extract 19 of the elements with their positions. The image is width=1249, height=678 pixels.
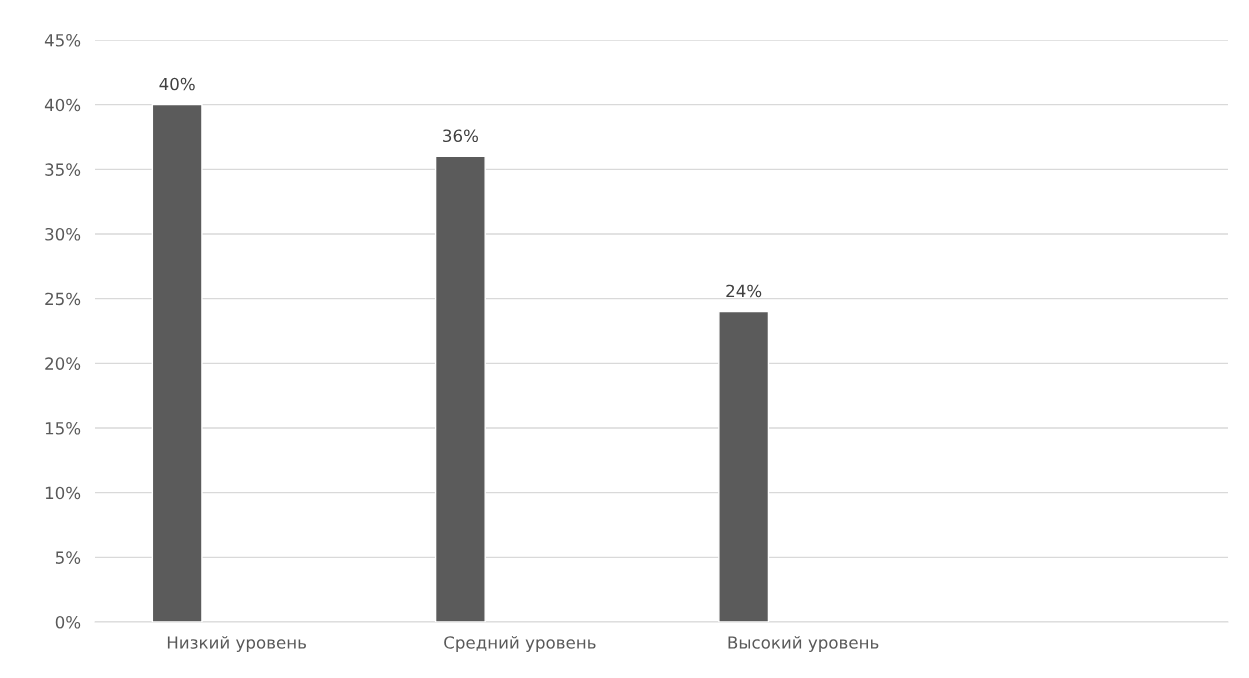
y-tick-label: 40% [44, 98, 81, 112]
bar [151, 103, 203, 622]
data-label: 36% [443, 129, 478, 143]
y-tick-label: 35% [45, 163, 81, 176]
bar [434, 155, 486, 622]
y-tick-label: 10% [45, 486, 81, 500]
y-tick-label: 30% [45, 227, 81, 241]
bar [718, 310, 770, 622]
x-tick-label: Средний уровень [444, 635, 596, 653]
y-tick-label: 20% [45, 357, 81, 370]
data-label: 40% [159, 77, 195, 91]
y-tick-label: 15% [45, 421, 81, 435]
data-label: 24% [726, 284, 762, 298]
x-tick-label: Низкий уровень [167, 635, 306, 653]
y-tick-label: 5% [55, 551, 81, 564]
y-tick-label: 25% [45, 292, 81, 306]
y-tick-label: 45% [44, 33, 81, 47]
y-tick-label: 0% [55, 615, 81, 629]
x-tick-label: Высокий уровень [728, 635, 879, 653]
